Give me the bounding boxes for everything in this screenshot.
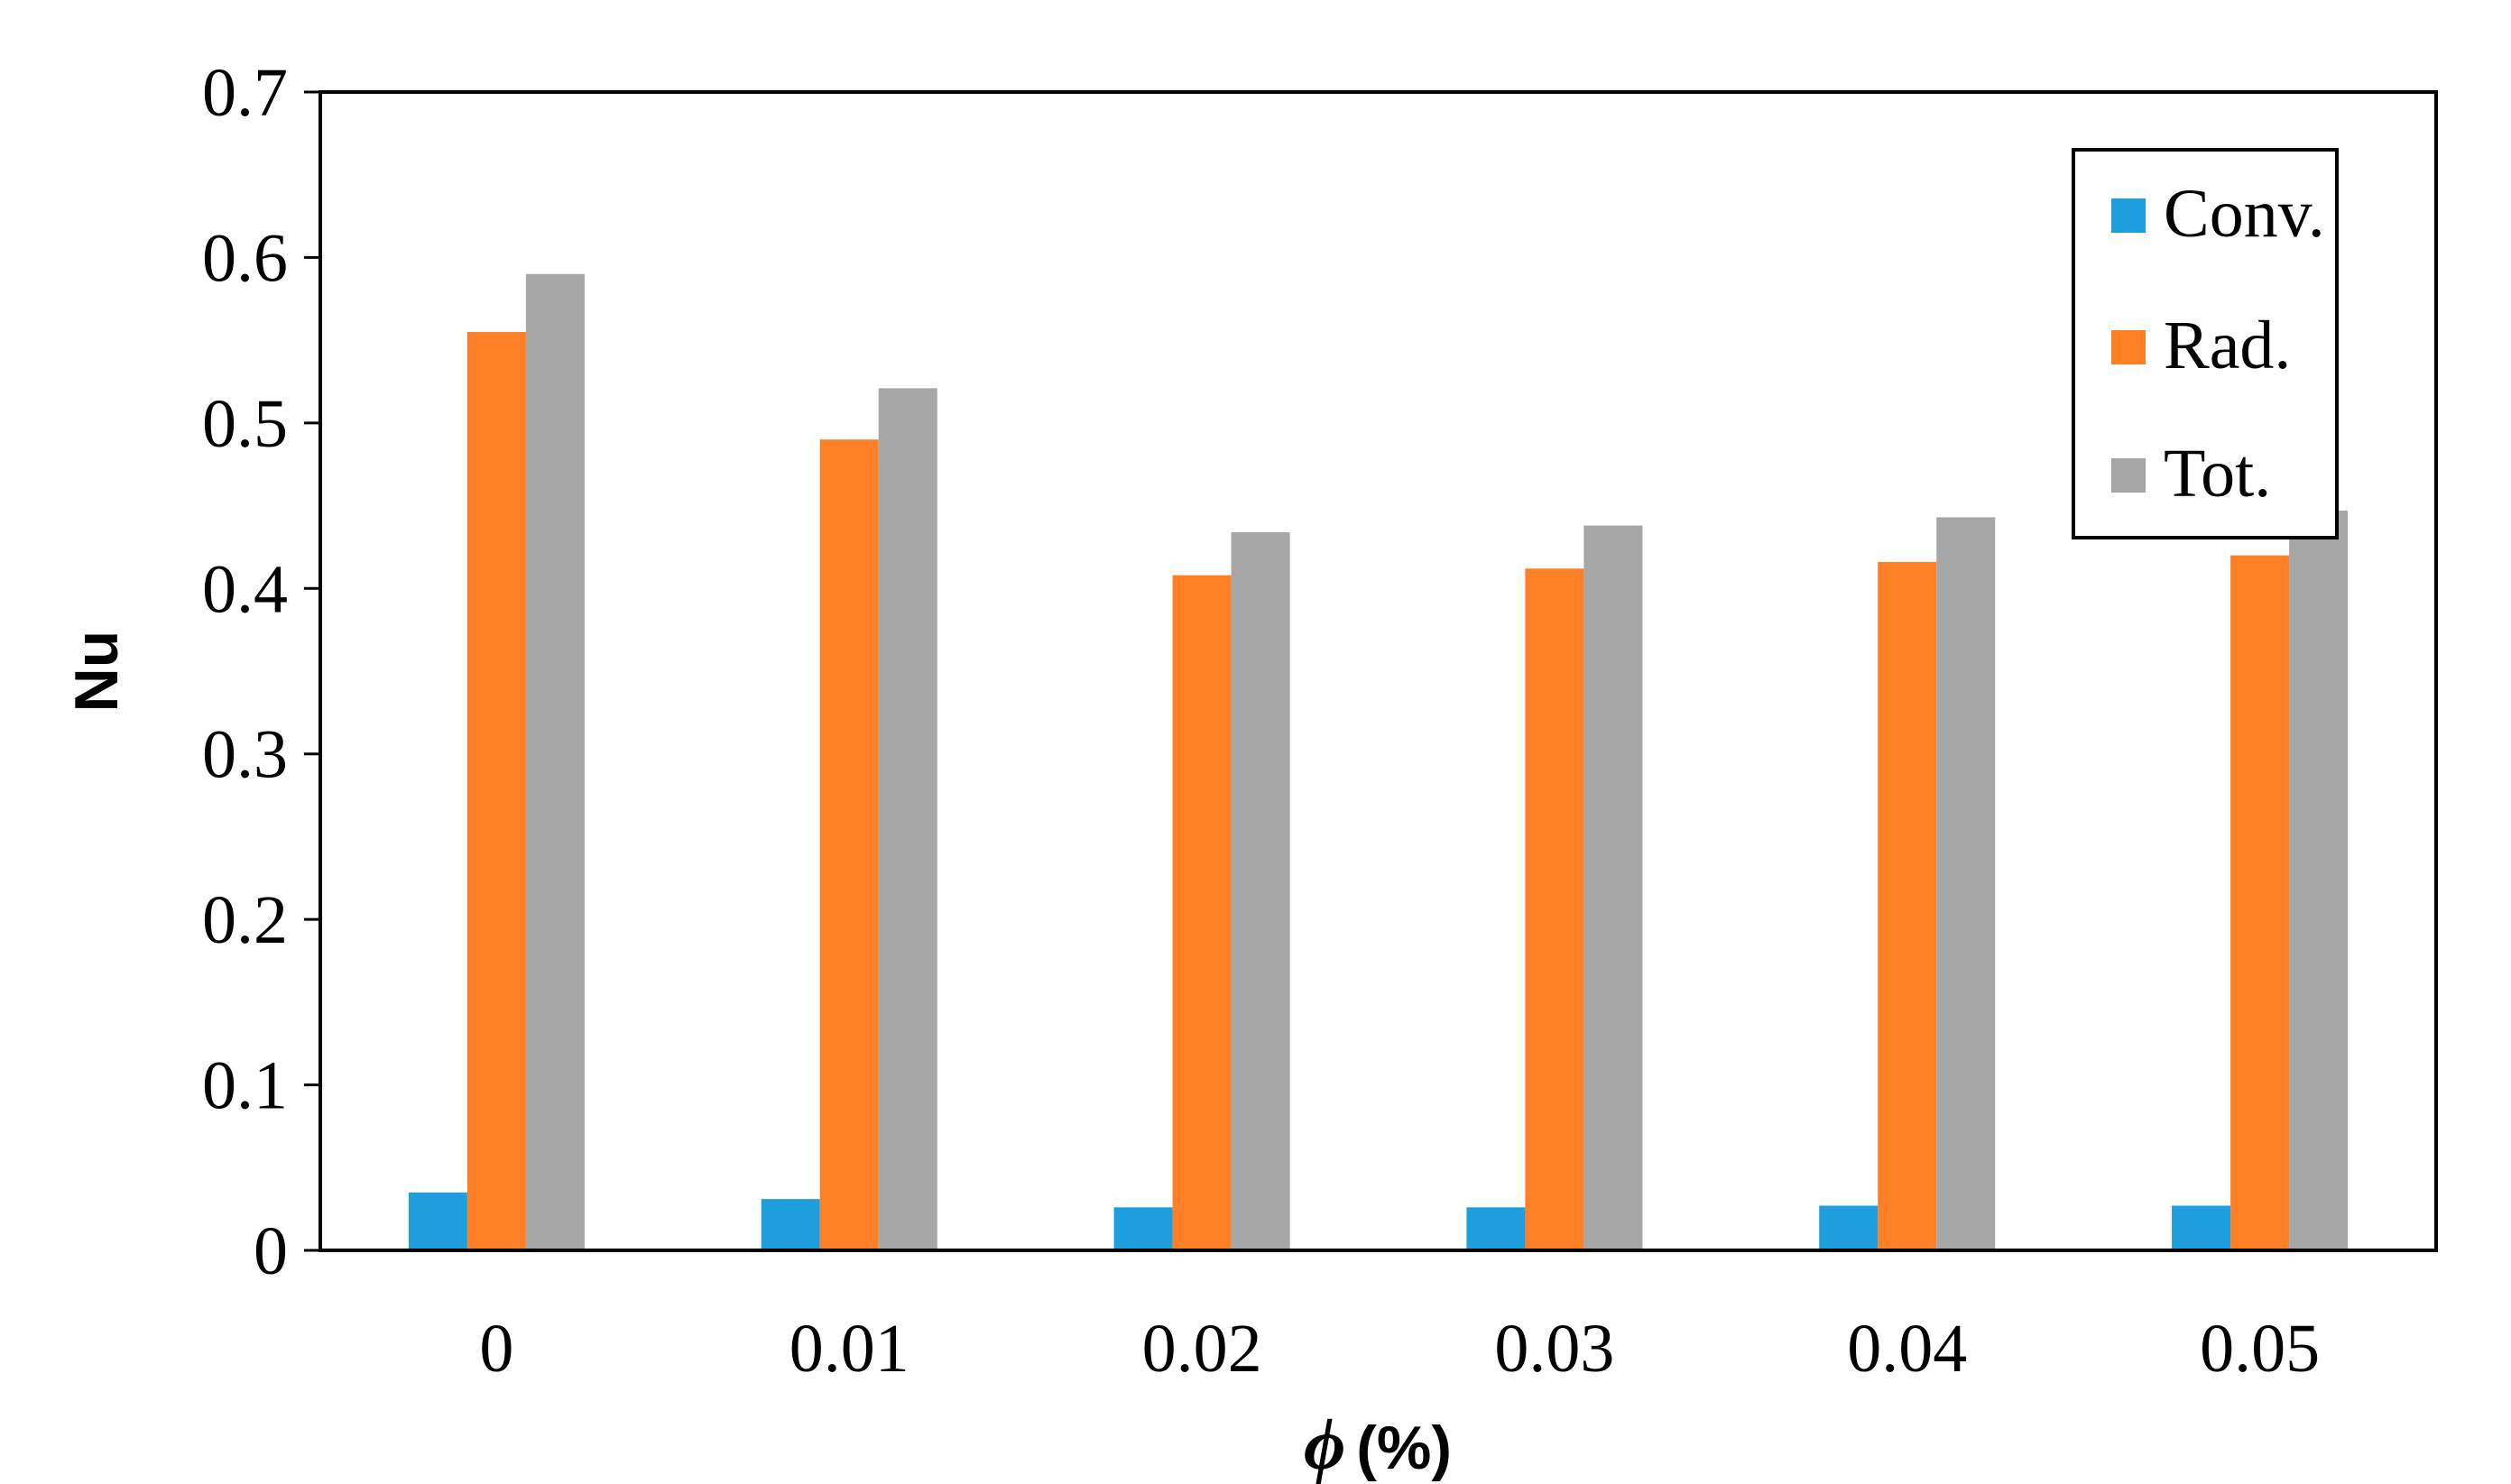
bar-tot-4 — [1936, 517, 1996, 1250]
bar-conv-0 — [408, 1192, 467, 1250]
legend-swatch-rad — [2111, 330, 2146, 364]
bar-tot-5 — [2289, 511, 2349, 1250]
x-axis-title: ϕ (%) — [1304, 1406, 1452, 1484]
legend: Conv. Rad. Tot. — [2072, 148, 2339, 539]
bar-conv-1 — [761, 1199, 820, 1250]
legend-label-tot: Tot. — [2164, 436, 2271, 512]
y-tick-label: 0.6 — [202, 220, 288, 296]
x-tick-label: 0 — [479, 1311, 513, 1387]
y-tick-label: 0.4 — [202, 551, 288, 627]
y-tick-label: 0.5 — [202, 386, 288, 462]
legend-label-conv: Conv. — [2164, 176, 2325, 252]
y-tick-label: 0.1 — [202, 1048, 288, 1124]
bar-conv-2 — [1113, 1207, 1173, 1250]
legend-swatch-tot — [2111, 458, 2146, 493]
y-tick-label: 0.7 — [202, 55, 288, 131]
bar-tot-2 — [1231, 531, 1290, 1250]
bars-layer — [408, 273, 2349, 1250]
bar-conv-5 — [2172, 1205, 2231, 1250]
x-axis-title-unit: (%) — [1356, 1414, 1452, 1482]
bar-rad-0 — [466, 331, 526, 1250]
y-tick-label: 0 — [254, 1213, 288, 1289]
y-tick-label: 0.3 — [202, 717, 288, 793]
bar-conv-4 — [1819, 1205, 1879, 1250]
bar-tot-3 — [1583, 525, 1643, 1250]
plot-frame — [318, 90, 2438, 1252]
bar-conv-3 — [1466, 1207, 1526, 1250]
x-tick-label: 0.01 — [789, 1311, 909, 1387]
legend-label-rad: Rad. — [2164, 308, 2291, 383]
y-axis: 0 0.1 0.2 0.3 0.4 0.5 0.6 0.7 — [202, 55, 320, 1289]
bar-tot-1 — [878, 388, 937, 1250]
y-tick-label: 0.2 — [202, 882, 288, 958]
x-tick-label: 0.05 — [2200, 1311, 2320, 1387]
bar-rad-2 — [1172, 575, 1232, 1250]
bar-rad-1 — [819, 439, 879, 1250]
legend-swatch-conv — [2111, 198, 2146, 233]
bar-tot-0 — [525, 273, 585, 1250]
x-axis: 0 0.01 0.02 0.03 0.04 0.05 — [479, 1311, 2320, 1387]
bar-rad-4 — [1878, 561, 1937, 1250]
y-axis-title: Nu — [62, 631, 131, 713]
x-tick-label: 0.04 — [1847, 1311, 1967, 1387]
x-axis-title-symbol: ϕ — [1304, 1406, 1345, 1484]
x-tick-label: 0.03 — [1494, 1311, 1614, 1387]
bar-rad-3 — [1525, 568, 1584, 1250]
bar-rad-5 — [2230, 555, 2290, 1250]
x-tick-label: 0.02 — [1142, 1311, 1262, 1387]
